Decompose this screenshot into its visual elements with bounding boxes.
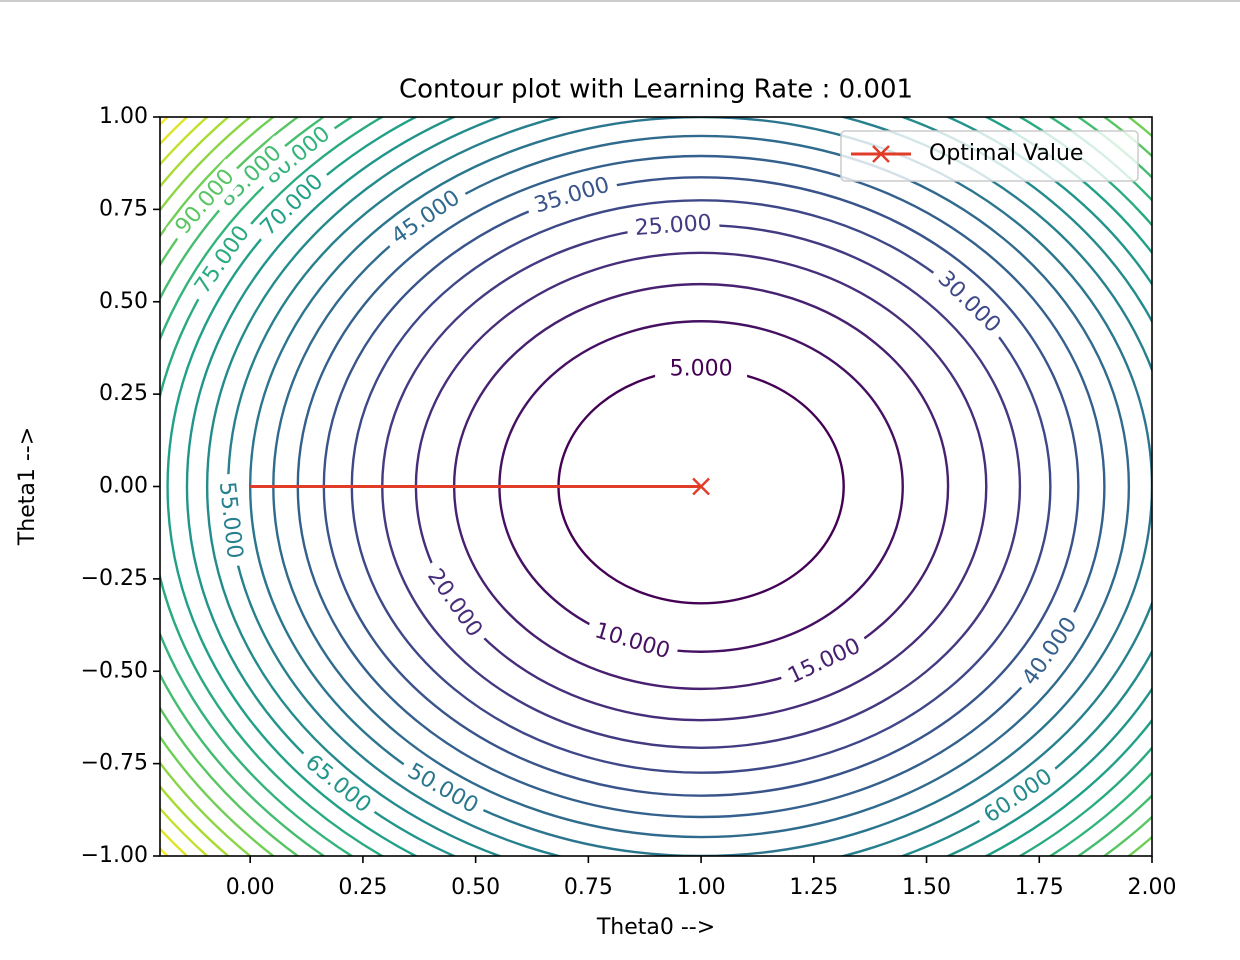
contour-label-bg	[212, 473, 248, 568]
contour-label: 10.000	[592, 618, 673, 664]
contour-label-bg	[973, 759, 1064, 834]
y-tick-label: −0.50	[81, 658, 148, 683]
contour-line	[166, 117, 1152, 856]
y-tick-label: 1.00	[99, 104, 148, 129]
contour-label-group: 20.000	[416, 558, 492, 649]
x-tick-label: 0.00	[226, 875, 275, 900]
y-tick-label: 0.50	[99, 289, 148, 314]
contour-line	[185, 117, 1152, 856]
x-tick-label: 1.25	[789, 875, 838, 900]
x-tick-label: 0.50	[451, 875, 500, 900]
contour-label-bg	[416, 558, 492, 649]
plot-frame	[159, 116, 1153, 857]
contour-label: 15.000	[784, 634, 864, 690]
contour-label: 50.000	[403, 759, 482, 819]
y-axis-label: Theta1 -->	[15, 427, 40, 546]
contour-line	[206, 117, 1152, 856]
contour-label-bg	[626, 209, 721, 243]
contour-label-group: 35.000	[524, 170, 620, 222]
contour-label-bg	[584, 616, 680, 668]
optimal-marker	[692, 477, 710, 496]
legend-label: Optimal Value	[929, 141, 1083, 166]
contour-label-bg	[777, 630, 872, 694]
contour-label-group: 30.000	[926, 261, 1011, 344]
contour-label-bg	[380, 181, 472, 255]
contour-label-bg	[926, 261, 1011, 344]
x-axis-label: Theta0 -->	[596, 915, 715, 940]
legend-box	[840, 130, 1139, 182]
contour-label-bg	[185, 215, 260, 306]
contour-label-group: 10.000	[584, 616, 680, 668]
contour-label-bg	[655, 356, 748, 383]
contour-label-bg	[293, 745, 382, 824]
contour-label-bg	[250, 164, 335, 247]
contour-label: 25.000	[634, 210, 713, 240]
contour-label: 55.000	[214, 481, 247, 560]
x-tick-label: 2.00	[1128, 875, 1177, 900]
contour-label-group: 15.000	[777, 630, 872, 694]
contour-label-group: 5.000	[655, 356, 748, 383]
contour-label-group: 25.000	[626, 209, 721, 243]
chart-title: Contour plot with Learning Rate : 0.001	[399, 75, 913, 105]
contour-label-bg	[253, 117, 342, 196]
contour-label: 5.000	[670, 357, 733, 382]
contour-label-bg	[1013, 606, 1088, 697]
contour-label-bg	[524, 170, 620, 222]
y-tick-label: 0.00	[99, 474, 148, 499]
contour-label: 20.000	[422, 564, 487, 641]
contour-label-bg	[208, 135, 293, 219]
y-tick-label: −0.25	[81, 566, 148, 591]
x-tick-label: 0.75	[564, 875, 613, 900]
x-tick-label: 0.25	[338, 875, 387, 900]
contour-label-bg	[165, 158, 246, 246]
y-tick-label: −1.00	[81, 843, 148, 868]
y-tick-label: −0.75	[81, 751, 148, 776]
contour-label: 40.000	[1018, 613, 1083, 690]
y-tick-label: 0.25	[99, 381, 148, 406]
legend-marker	[872, 145, 890, 163]
x-tick-label: 1.75	[1015, 875, 1064, 900]
contour-label-bg	[396, 755, 489, 824]
contour-label: 30.000	[933, 266, 1006, 338]
x-tick-label: 1.00	[677, 875, 726, 900]
y-tick-label: 0.75	[99, 196, 148, 221]
x-tick-label: 1.50	[902, 875, 951, 900]
contour-label-group: 55.000	[212, 473, 248, 568]
contour-label-group: 40.000	[1013, 606, 1088, 697]
